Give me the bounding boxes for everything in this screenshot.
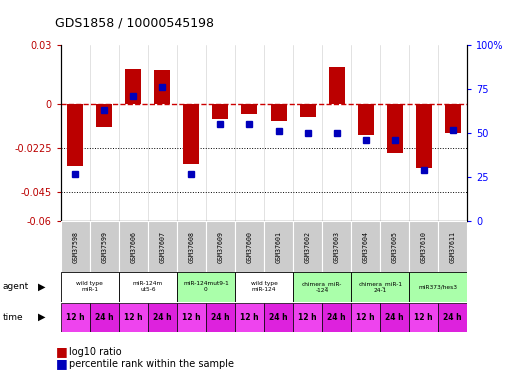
Bar [293, 272, 351, 302]
Bar [148, 303, 177, 332]
Bar [380, 303, 409, 332]
Text: GSM37606: GSM37606 [130, 231, 136, 262]
Bar [206, 303, 235, 332]
Bar [386, 104, 403, 153]
Text: wild type
miR-1: wild type miR-1 [77, 282, 103, 292]
Bar [235, 303, 264, 332]
Bar [293, 303, 322, 332]
Bar [357, 104, 374, 135]
Bar [90, 303, 119, 332]
Text: GSM37604: GSM37604 [363, 231, 369, 262]
Text: 24 h: 24 h [95, 313, 114, 322]
Text: 24 h: 24 h [327, 313, 346, 322]
Bar [177, 272, 235, 302]
Bar [148, 221, 177, 272]
Text: GSM37609: GSM37609 [218, 231, 223, 262]
Bar [235, 272, 293, 302]
Bar [235, 221, 264, 272]
Text: ▶: ▶ [38, 312, 45, 322]
Bar [206, 221, 235, 272]
Text: GSM37599: GSM37599 [101, 231, 107, 262]
Text: agent: agent [3, 282, 29, 291]
Bar [61, 272, 119, 302]
Bar [241, 104, 258, 114]
Bar [119, 303, 148, 332]
Bar [351, 272, 409, 302]
Bar [183, 104, 200, 165]
Text: ▶: ▶ [38, 282, 45, 292]
Text: 12 h: 12 h [298, 313, 317, 322]
Bar [409, 272, 467, 302]
Bar [177, 221, 206, 272]
Bar [351, 303, 380, 332]
Text: time: time [3, 313, 23, 322]
Text: 12 h: 12 h [124, 313, 143, 322]
Text: 12 h: 12 h [240, 313, 259, 322]
Text: GSM37598: GSM37598 [72, 231, 78, 262]
Text: GSM37608: GSM37608 [188, 231, 194, 262]
Bar [328, 66, 345, 104]
Text: log10 ratio: log10 ratio [69, 347, 121, 357]
Text: GSM37605: GSM37605 [392, 231, 398, 262]
Text: GSM37611: GSM37611 [450, 231, 456, 262]
Text: 24 h: 24 h [211, 313, 230, 322]
Bar [264, 221, 293, 272]
Text: miR373/hes3: miR373/hes3 [419, 284, 458, 290]
Bar [299, 104, 316, 117]
Bar [409, 303, 438, 332]
Bar [119, 272, 177, 302]
Text: GSM37601: GSM37601 [276, 231, 281, 262]
Bar [177, 303, 206, 332]
Bar [125, 69, 142, 104]
Bar [264, 303, 293, 332]
Text: ■: ■ [55, 345, 67, 358]
Bar [351, 221, 380, 272]
Bar [61, 303, 90, 332]
Text: ■: ■ [55, 357, 67, 370]
Text: 12 h: 12 h [182, 313, 201, 322]
Text: 12 h: 12 h [66, 313, 84, 322]
Text: GSM37600: GSM37600 [247, 231, 252, 262]
Bar [438, 303, 467, 332]
Text: GDS1858 / 10000545198: GDS1858 / 10000545198 [55, 17, 214, 30]
Bar [445, 104, 461, 133]
Bar [61, 221, 90, 272]
Text: chimera_miR-
-124: chimera_miR- -124 [302, 281, 342, 292]
Bar [270, 104, 287, 122]
Text: 12 h: 12 h [414, 313, 433, 322]
Bar [322, 303, 351, 332]
Text: GSM37603: GSM37603 [334, 231, 340, 262]
Bar [380, 221, 409, 272]
Text: miR-124mut9-1
0: miR-124mut9-1 0 [183, 282, 229, 292]
Text: 24 h: 24 h [444, 313, 462, 322]
Text: miR-124m
ut5-6: miR-124m ut5-6 [133, 282, 163, 292]
Bar [90, 221, 119, 272]
Text: chimera_miR-1
24-1: chimera_miR-1 24-1 [358, 281, 402, 292]
Bar [416, 104, 432, 168]
Bar [438, 221, 467, 272]
Bar [96, 104, 112, 127]
Text: GSM37607: GSM37607 [159, 231, 165, 262]
Bar [409, 221, 438, 272]
Text: GSM37602: GSM37602 [305, 231, 310, 262]
Bar [119, 221, 148, 272]
Bar [212, 104, 229, 119]
Text: GSM37610: GSM37610 [421, 231, 427, 262]
Bar [67, 104, 83, 166]
Text: 12 h: 12 h [356, 313, 375, 322]
Text: 24 h: 24 h [269, 313, 288, 322]
Text: 24 h: 24 h [385, 313, 404, 322]
Text: 24 h: 24 h [153, 313, 172, 322]
Text: percentile rank within the sample: percentile rank within the sample [69, 359, 233, 369]
Bar [293, 221, 322, 272]
Bar [154, 70, 171, 104]
Bar [322, 221, 351, 272]
Text: wild type
miR-124: wild type miR-124 [251, 282, 277, 292]
